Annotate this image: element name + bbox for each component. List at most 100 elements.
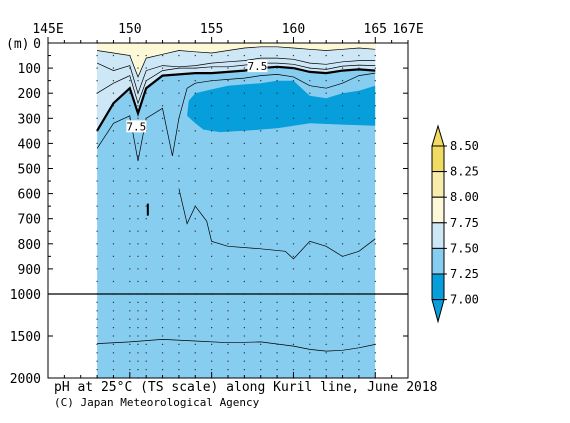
station-dot (96, 243, 98, 245)
station-dot (145, 318, 147, 320)
station-dot (325, 230, 327, 232)
station-dot (161, 280, 164, 283)
station-dot (358, 335, 360, 337)
station-dot (161, 360, 164, 362)
station-dot (161, 310, 164, 312)
station-dot (358, 255, 360, 257)
station-dot (341, 280, 344, 283)
station-dot (276, 301, 278, 303)
station-dot (374, 343, 376, 345)
station-dot (325, 343, 327, 345)
station-dot (129, 280, 131, 283)
station-dot (96, 117, 98, 119)
station-dot (309, 343, 311, 345)
station-dot (243, 255, 245, 257)
station-dot (309, 310, 311, 312)
station-dot (276, 130, 278, 132)
station-dot (161, 218, 164, 220)
station-dot (276, 327, 278, 329)
station-dot (129, 117, 131, 119)
station-dot (194, 193, 196, 195)
station-dot (112, 352, 115, 354)
station-dot (292, 318, 295, 320)
station-dot (358, 117, 360, 119)
station-dot (178, 193, 180, 195)
y-tick-label: 1000 (10, 288, 41, 303)
station-dot (341, 230, 344, 232)
section-fill-layer (97, 43, 376, 378)
station-dot (292, 155, 295, 157)
station-dot (161, 92, 164, 94)
station-dot (358, 352, 360, 354)
station-dot (325, 117, 327, 119)
station-dot (325, 327, 327, 329)
station-dot (374, 142, 376, 144)
station-dot (292, 335, 295, 337)
station-dot (276, 205, 278, 207)
station-dot (137, 167, 139, 170)
station-dot (137, 142, 139, 144)
station-dot (309, 369, 311, 371)
station-dot (358, 67, 360, 69)
station-dot (129, 193, 131, 195)
station-dot (112, 310, 115, 312)
station-dot (129, 343, 131, 345)
station-dot (292, 280, 295, 283)
station-dot (260, 180, 262, 182)
station-dot (227, 92, 229, 94)
station-dot (341, 310, 344, 312)
station-dot (178, 335, 180, 337)
station-dot (129, 255, 131, 257)
colorbar-segment (431, 196, 445, 224)
station-dot (292, 243, 295, 245)
station-dot (211, 54, 213, 57)
station-dot (358, 205, 360, 207)
station-dot (194, 268, 196, 270)
station-dot (341, 352, 344, 354)
station-dot (161, 301, 164, 303)
station-dot (145, 117, 147, 119)
station-dot (341, 343, 344, 345)
station-dot (292, 180, 295, 182)
station-dot (260, 352, 262, 354)
station-dot (137, 67, 139, 69)
station-dot (161, 230, 164, 232)
station-dot (325, 369, 327, 371)
station-dot (112, 327, 115, 329)
station-dot (325, 193, 327, 195)
station-dot (227, 218, 229, 220)
station-dot (341, 142, 344, 144)
station-dot (194, 243, 196, 245)
station-dot (358, 105, 360, 107)
station-dot (178, 301, 180, 303)
station-dot (145, 335, 147, 337)
station-dot (309, 67, 311, 69)
station-dot (137, 335, 139, 337)
station-dot (161, 243, 164, 245)
station-dot (211, 142, 213, 144)
station-dot (112, 105, 115, 107)
station-dot (276, 343, 278, 345)
station-dot (374, 360, 376, 362)
station-dot (374, 193, 376, 195)
station-dot (112, 301, 115, 303)
station-dot (276, 155, 278, 157)
station-dot (129, 335, 131, 337)
station-dot (276, 54, 278, 57)
station-dot (211, 80, 213, 82)
station-dot (292, 301, 295, 303)
station-dot (178, 318, 180, 320)
station-dot (243, 92, 245, 94)
station-dot (112, 318, 115, 320)
station-dot (112, 142, 115, 144)
station-dot (309, 301, 311, 303)
station-dot (292, 255, 295, 257)
station-dot (129, 268, 131, 270)
station-dot (325, 335, 327, 337)
station-dot (325, 167, 327, 170)
station-dot (211, 327, 213, 329)
station-dot (112, 218, 115, 220)
station-dot (243, 105, 245, 107)
colorbar-label: 8.25 (450, 165, 479, 179)
station-dot (211, 218, 213, 220)
